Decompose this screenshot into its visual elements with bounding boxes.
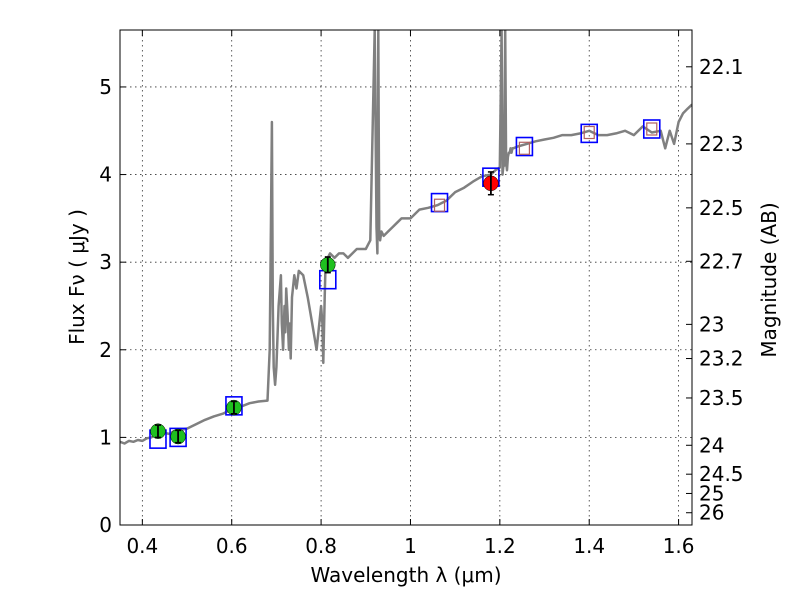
y-tick-label: 5 — [99, 75, 112, 99]
y-tick-label: 3 — [99, 250, 112, 274]
right-tick-label: 23 — [699, 312, 724, 336]
right-tick-label: 23.2 — [699, 347, 744, 371]
x-tick-label: 1.6 — [663, 534, 695, 558]
right-tick-label: 22.5 — [699, 196, 744, 220]
upper-limit-marker — [583, 125, 595, 140]
y-tick-label: 1 — [99, 425, 112, 449]
model-band-marker — [169, 427, 187, 448]
right-tick-label: 22.1 — [699, 55, 744, 79]
model-band-marker — [580, 123, 599, 144]
x-axis-label: Wavelength λ (μm) — [310, 563, 501, 587]
upper-limit-marker — [518, 141, 531, 155]
model-band-marker — [515, 136, 534, 157]
right-tick-label: 22.3 — [699, 132, 744, 156]
plot-area — [120, 30, 692, 449]
right-tick-label: 22.7 — [699, 249, 744, 273]
x-tick-label: 1 — [404, 534, 417, 558]
x-tick-label: 0.8 — [305, 534, 337, 558]
right-tick-label: 23.5 — [699, 386, 744, 410]
y-tick-label: 0 — [99, 513, 112, 537]
axis-ticks: 0.4 0.6 0.8 1 1.2 1.4 1.601234522.122.322.522.… — [99, 30, 744, 558]
upper-limit-marker — [433, 198, 446, 212]
model-band-marker — [642, 119, 661, 139]
right-tick-label: 24 — [699, 433, 724, 457]
series-group — [120, 30, 692, 449]
x-tick-label: 0.6 — [216, 534, 248, 558]
right-tick-label: 24.5 — [699, 462, 744, 486]
upper-limit-marker — [646, 122, 658, 136]
sed-model-line — [120, 30, 692, 445]
right-tick-label: 25 — [699, 481, 724, 505]
grid-lines — [120, 30, 692, 526]
x-tick-label: 1.2 — [484, 534, 516, 558]
y-tick-label: 2 — [99, 338, 112, 362]
y-tick-label: 4 — [99, 163, 112, 187]
right-tick-label: 26 — [699, 501, 724, 525]
x-tick-label: 0.4 — [126, 534, 158, 558]
x-tick-label: 1.4 — [573, 534, 605, 558]
y-axis-right-label: Magnitude (AB) — [757, 202, 781, 357]
y-axis-label: Flux Fν ( μJy ) — [65, 209, 89, 345]
plot-frame — [119, 29, 693, 526]
